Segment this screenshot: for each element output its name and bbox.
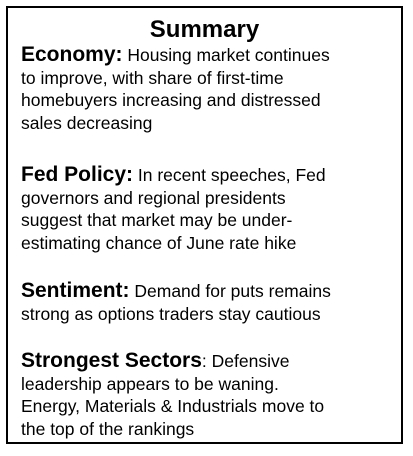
section-heading: Fed Policy: xyxy=(21,163,134,186)
section-text: Housing market continues xyxy=(122,45,330,65)
section-text: homebuyers increasing and distressed xyxy=(21,90,321,110)
section-sentiment: Sentiment: Demand for puts remains stron… xyxy=(21,279,401,325)
section-text: In recent speeches, Fed xyxy=(133,165,326,185)
summary-title: Summary xyxy=(149,16,260,43)
section-first-line: Sentiment: Demand for puts remains xyxy=(21,279,401,303)
section-text: estimating chance of June rate hike xyxy=(21,232,297,253)
section-heading: Sentiment: xyxy=(21,279,130,302)
section-text: suggest that market may be under- xyxy=(21,210,293,230)
section-heading: Strongest Sectors xyxy=(21,349,202,372)
section-text: sales decreasing xyxy=(21,112,153,133)
summary-box: Summary Economy: Housing market continue… xyxy=(6,6,403,444)
section-first-line: Economy: Housing market continues xyxy=(21,43,401,67)
section-text: Demand for puts remains xyxy=(129,281,331,301)
section-text: Energy, Materials & Industrials move to xyxy=(21,396,325,416)
section-fed-policy: Fed Policy: In recent speeches, Fed gove… xyxy=(21,163,401,254)
section-text: the top of the rankings xyxy=(21,418,195,439)
section-text: strong as options traders stay cautious xyxy=(21,303,321,324)
section-heading: Economy: xyxy=(21,43,123,66)
section-economy: Economy: Housing market continues to imp… xyxy=(21,43,401,134)
section-text: to improve, with share of first-time xyxy=(21,67,284,88)
section-strongest-sectors: Strongest Sectors: Defensive leadership … xyxy=(21,349,401,440)
section-first-line: Strongest Sectors: Defensive xyxy=(21,349,401,373)
section-text: : Defensive xyxy=(201,351,290,371)
section-text: leadership appears to be waning. xyxy=(21,373,279,394)
section-first-line: Fed Policy: In recent speeches, Fed xyxy=(21,163,401,187)
section-text: governors and regional presidents xyxy=(21,187,286,208)
